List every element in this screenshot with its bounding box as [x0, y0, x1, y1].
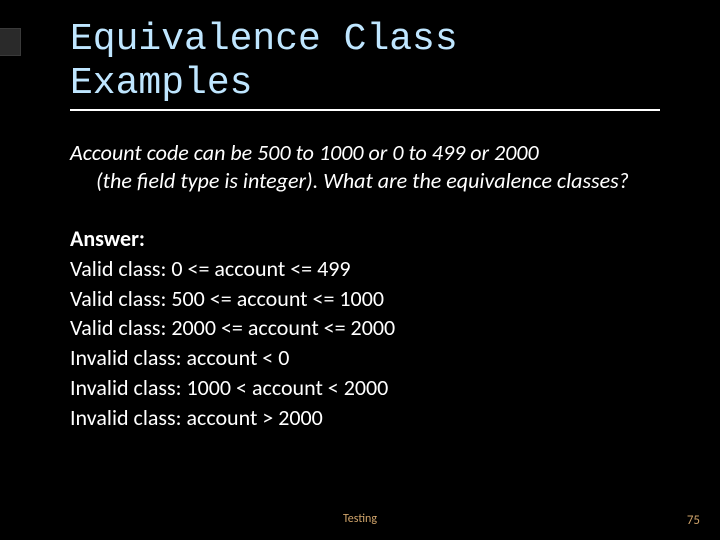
- equivalence-class-line: Valid class: 500 <= account <= 1000: [70, 284, 660, 314]
- footer-label: Testing: [0, 512, 720, 526]
- equivalence-class-line: Invalid class: 1000 < account < 2000: [70, 373, 660, 403]
- slide-title: Equivalence Class Examples: [70, 18, 660, 105]
- answer-block: Answer: Valid class: 0 <= account <= 499…: [70, 224, 660, 432]
- title-underline: [70, 109, 660, 111]
- equivalence-class-line: Valid class: 0 <= account <= 499: [70, 254, 660, 284]
- question-line-2: (the field type is integer). What are th…: [70, 167, 660, 195]
- equivalence-class-line: Valid class: 2000 <= account <= 2000: [70, 313, 660, 343]
- equivalence-class-line: Invalid class: account > 2000: [70, 403, 660, 433]
- page-number: 75: [687, 513, 700, 528]
- question-line-1: Account code can be 500 to 1000 or 0 to …: [70, 139, 539, 166]
- side-tab: [0, 28, 21, 56]
- answer-label: Answer:: [70, 224, 660, 254]
- slide: Equivalence Class Examples Account code …: [0, 0, 720, 540]
- equivalence-class-line: Invalid class: account < 0: [70, 343, 660, 373]
- question-text: Account code can be 500 to 1000 or 0 to …: [70, 139, 660, 194]
